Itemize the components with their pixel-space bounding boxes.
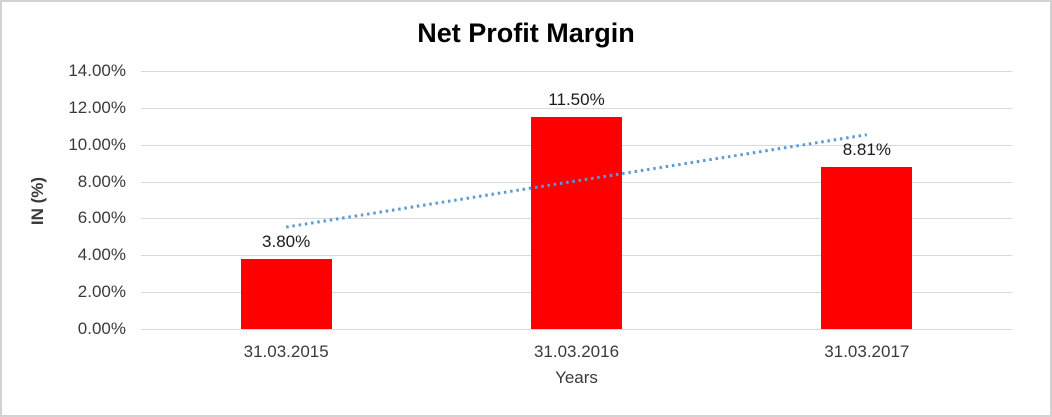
y-axis-tick-label: 0.00% [77,319,126,338]
y-axis-tick-label: 10.00% [68,134,126,154]
y-axis-tick-label: 8.00% [77,171,126,191]
gridline [141,71,1012,72]
data-label: 3.80% [262,231,311,251]
y-axis-tick-label: 6.00% [77,208,126,228]
category-label: 31.03.2015 [243,342,329,361]
bar [240,258,332,329]
y-axis-tick-label: 14.00% [68,61,126,80]
gridline [141,329,1012,330]
bar [821,166,913,329]
gridline [141,107,1012,109]
category-label: 31.03.2017 [824,342,910,361]
y-axis-tick-label: 4.00% [77,245,126,265]
chart-title: Net Profit Margin [417,18,635,48]
y-axis-tick-label: 2.00% [77,282,126,302]
y-axis-tick-label: 12.00% [68,97,126,117]
bar [531,117,622,329]
data-label: 8.81% [842,139,891,159]
data-label: 11.50% [548,90,605,110]
category-label: 31.03.2016 [533,342,620,361]
x-axis-title: Years [555,368,598,387]
